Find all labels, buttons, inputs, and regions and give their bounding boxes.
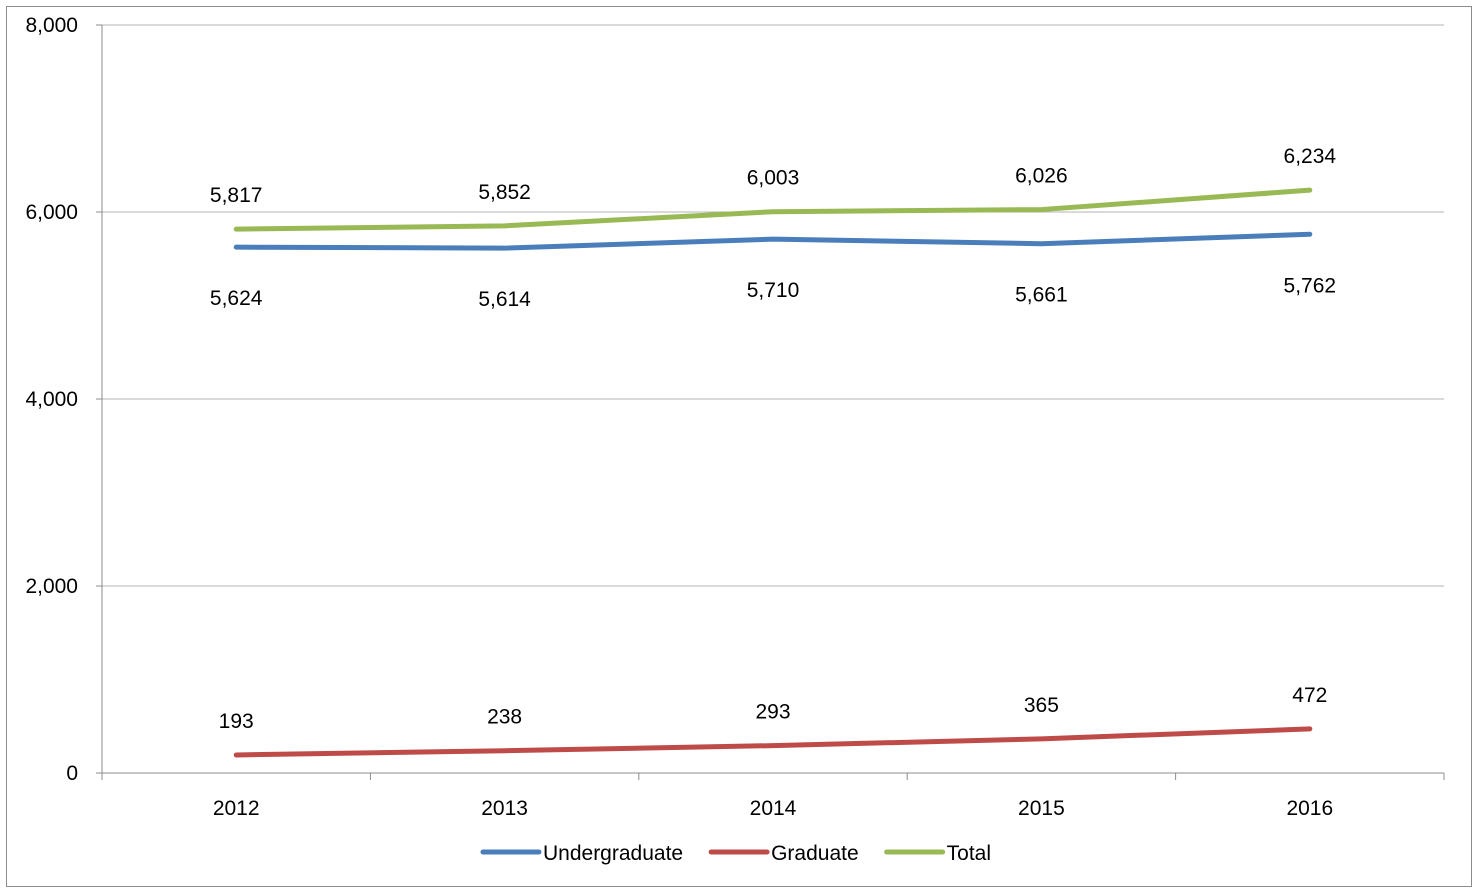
data-label-total: 5,817 <box>210 184 263 207</box>
x-tick-label: 2014 <box>750 797 797 820</box>
legend-label-undergraduate: Undergraduate <box>543 842 683 865</box>
data-label-undergraduate: 5,624 <box>210 287 263 310</box>
data-label-undergraduate: 5,614 <box>478 288 531 311</box>
y-tick-label: 6,000 <box>25 201 78 224</box>
series-line-undergraduate <box>233 231 1313 251</box>
data-label-graduate: 293 <box>755 701 790 724</box>
y-tick-label: 0 <box>66 762 78 785</box>
x-tick-label: 2016 <box>1286 797 1333 820</box>
data-label-undergraduate: 5,661 <box>1015 284 1068 307</box>
chart-frame <box>6 6 1472 887</box>
legend-label-graduate: Graduate <box>771 842 859 865</box>
y-tick-label: 2,000 <box>25 575 78 598</box>
x-tick-label: 2013 <box>481 797 528 820</box>
x-tick-label: 2012 <box>213 797 260 820</box>
legend-label-total: Total <box>947 842 991 865</box>
data-label-undergraduate: 5,710 <box>747 279 800 302</box>
data-label-graduate: 365 <box>1024 694 1059 717</box>
data-label-total: 6,234 <box>1284 145 1337 168</box>
data-label-total: 6,026 <box>1015 165 1068 188</box>
data-label-total: 6,003 <box>747 167 800 190</box>
data-label-graduate: 472 <box>1292 684 1327 707</box>
data-label-total: 5,852 <box>478 181 531 204</box>
data-label-undergraduate: 5,762 <box>1284 274 1337 297</box>
data-label-graduate: 193 <box>219 710 254 733</box>
y-tick-label: 8,000 <box>25 14 78 37</box>
data-label-graduate: 238 <box>487 706 522 729</box>
y-tick-label: 4,000 <box>25 388 78 411</box>
series-line-graduate <box>233 726 1313 758</box>
x-tick-label: 2015 <box>1018 797 1065 820</box>
series-line-total <box>233 187 1313 232</box>
